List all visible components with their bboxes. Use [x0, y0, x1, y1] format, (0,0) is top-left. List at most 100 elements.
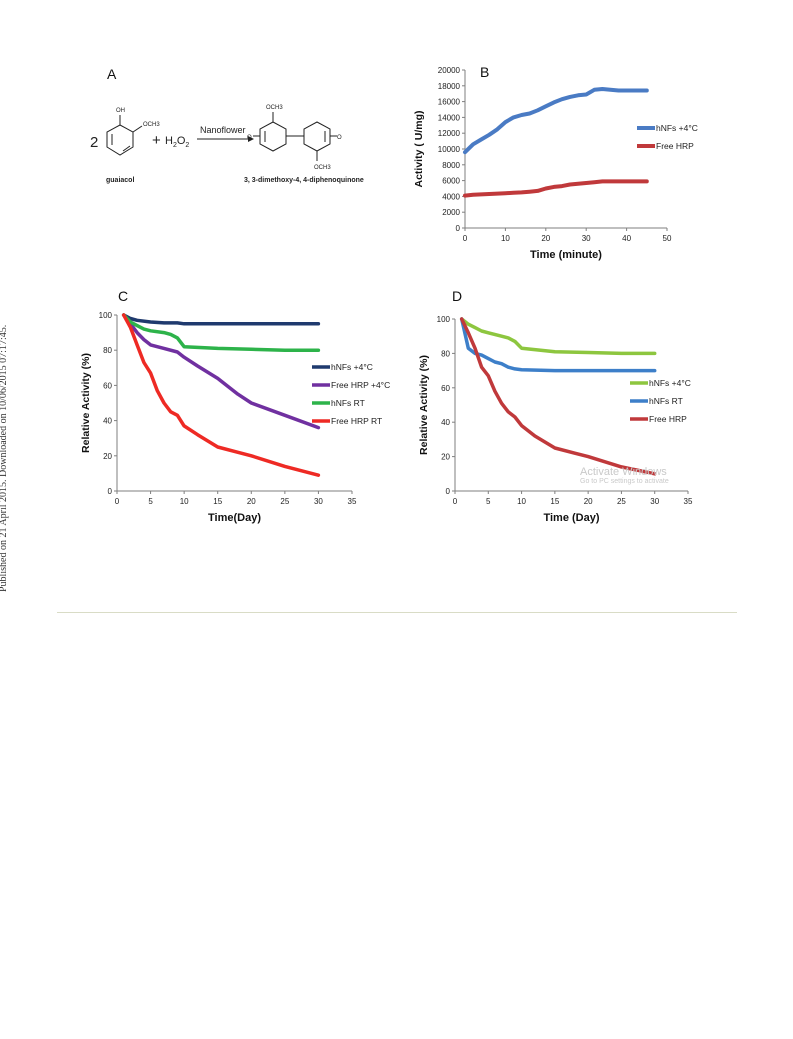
side-download-note-text: Published on 21 April 2015. Downloaded o… — [0, 324, 9, 592]
arrow-label: Nanoflower — [200, 125, 246, 135]
chart-d-svg: D 0 20 40 60 80 100 0 5 10 15 20 25 30 35 Time (Day) Rel… — [418, 288, 693, 524]
x-tick-label: 30 — [314, 497, 323, 506]
chart-panel-c: C 0 20 40 60 80 100 0 5 10 15 20 25 30 35 Time(Day) Rela… — [70, 283, 400, 538]
watermark-line-2: Go to PC settings to activate — [580, 478, 669, 485]
y-tick-label: 10000 — [438, 145, 461, 154]
y-tick-label: 18000 — [438, 82, 461, 91]
series-line-c-2 — [121, 313, 321, 352]
panel-letter-b: B — [480, 64, 489, 80]
y-axis-title-b: Activity ( U/mg) — [413, 110, 425, 187]
legend-label-c-0: hNFs +4°C — [331, 362, 373, 372]
x-tick-label: 50 — [663, 234, 672, 243]
reaction-coefficient: 2 — [90, 134, 98, 151]
y-axis-title-d: Relative Activity (%) — [418, 355, 430, 455]
series-line-d-1 — [459, 317, 657, 373]
series-line-b-0 — [463, 87, 649, 155]
y-tick-label: 100 — [437, 315, 451, 324]
y-tick-label: 2000 — [442, 208, 460, 217]
y-tick-label: 60 — [103, 381, 112, 390]
series-line-d-2 — [459, 317, 657, 476]
legend-label-c-1: Free HRP +4°C — [331, 380, 390, 390]
guaiacol-och3: OCH3 — [143, 122, 160, 128]
x-tick-label: 15 — [213, 497, 222, 506]
chart-panel-d: D 0 20 40 60 80 100 0 5 10 15 20 25 30 35 Time (Day) Rel… — [405, 283, 735, 538]
guaiacol-oh: OH — [116, 108, 125, 114]
product-oxygen-right: O — [337, 135, 342, 141]
guaiacol-structure — [106, 115, 143, 156]
x-axis-title-c: Time(Day) — [208, 512, 261, 524]
y-tick-label: 8000 — [442, 161, 460, 170]
legend-label-b-0: hNFs +4°C — [656, 123, 698, 133]
x-tick-label: 35 — [684, 497, 693, 506]
chart-c-svg: C 0 20 40 60 80 100 0 5 10 15 20 25 30 35 Time(Day) Rela… — [80, 288, 390, 524]
reaction-arrow — [197, 136, 254, 142]
y-tick-label: 0 — [456, 224, 461, 233]
product-och3-bottom: OCH3 — [314, 165, 331, 171]
legend-label-c-2: hNFs RT — [331, 398, 365, 408]
diphenoquinone-structure — [253, 112, 337, 161]
series-line-c-0 — [121, 313, 321, 326]
x-tick-label: 5 — [486, 497, 491, 506]
x-tick-label: 30 — [582, 234, 591, 243]
x-tick-label: 5 — [148, 497, 153, 506]
legend-label-d-0: hNFs +4°C — [649, 378, 691, 388]
x-tick-label: 0 — [115, 497, 120, 506]
product-name: 3, 3-dimethoxy-4, 4-diphenoquinone — [244, 177, 364, 184]
panel-a-letter: A — [107, 66, 117, 82]
y-tick-label: 80 — [103, 346, 112, 355]
x-tick-label: 10 — [517, 497, 526, 506]
y-tick-label: 40 — [103, 417, 112, 426]
y-axis-title-c: Relative Activity (%) — [80, 353, 92, 453]
x-tick-label: 20 — [247, 497, 256, 506]
y-tick-label: 12000 — [438, 129, 461, 138]
reactant-name: guaiacol — [106, 177, 135, 184]
panel-letter-c: C — [118, 288, 128, 304]
x-tick-label: 20 — [541, 234, 550, 243]
legend-label-b-1: Free HRP — [656, 141, 694, 151]
product-oxygen-left: O — [247, 135, 252, 141]
y-tick-label: 16000 — [438, 98, 461, 107]
x-tick-label: 0 — [463, 234, 468, 243]
x-tick-label: 20 — [584, 497, 593, 506]
x-tick-label: 25 — [280, 497, 289, 506]
footer-divider — [57, 612, 737, 613]
chart-panel-b: B 0 2000 4000 6000 8000 10000 12000 14000 16000 18… — [405, 58, 700, 268]
x-tick-label: 0 — [453, 497, 458, 506]
y-tick-label: 0 — [446, 487, 451, 496]
y-tick-label: 40 — [441, 418, 450, 427]
panel-a-reaction-scheme: A OH OCH3 2 + H2O2 Nanoflower — [90, 60, 390, 220]
series-line-d-0 — [459, 317, 657, 356]
legend-label-c-3: Free HRP RT — [331, 416, 382, 426]
x-tick-label: 10 — [501, 234, 510, 243]
hydrogen-peroxide: H2O2 — [165, 135, 189, 149]
y-tick-label: 6000 — [442, 177, 460, 186]
x-tick-label: 30 — [650, 497, 659, 506]
plus-sign: + — [152, 132, 161, 149]
x-axis-title-d: Time (Day) — [543, 512, 599, 524]
series-line-c-1 — [121, 313, 321, 430]
chart-b-svg: B 0 2000 4000 6000 8000 10000 12000 14000 16000 18… — [413, 64, 698, 261]
series-line-b-1 — [463, 179, 649, 198]
watermark-line-1: Activate Windows — [580, 466, 667, 478]
x-tick-label: 25 — [617, 497, 626, 506]
legend-label-d-1: hNFs RT — [649, 396, 683, 406]
activate-windows-watermark: Activate Windows Go to PC settings to ac… — [580, 466, 669, 485]
y-tick-label: 20000 — [438, 66, 461, 75]
y-tick-label: 0 — [108, 487, 113, 496]
reaction-scheme-drawing: OH OCH3 2 + H2O2 Nanoflower O O OCH3 OCH… — [90, 105, 342, 171]
y-tick-label: 4000 — [442, 192, 460, 201]
y-tick-label: 14000 — [438, 113, 461, 122]
y-tick-label: 100 — [99, 311, 113, 320]
panel-letter-d: D — [452, 288, 462, 304]
x-tick-label: 15 — [550, 497, 559, 506]
y-tick-label: 80 — [441, 349, 450, 358]
y-tick-label: 20 — [103, 452, 112, 461]
legend-label-d-2: Free HRP — [649, 414, 687, 424]
series-line-c-3 — [121, 313, 321, 477]
y-tick-label: 60 — [441, 384, 450, 393]
x-tick-label: 35 — [348, 497, 357, 506]
x-axis-title-b: Time (minute) — [530, 249, 602, 261]
x-tick-label: 40 — [622, 234, 631, 243]
y-tick-label: 20 — [441, 453, 450, 462]
product-och3-top: OCH3 — [266, 105, 283, 111]
